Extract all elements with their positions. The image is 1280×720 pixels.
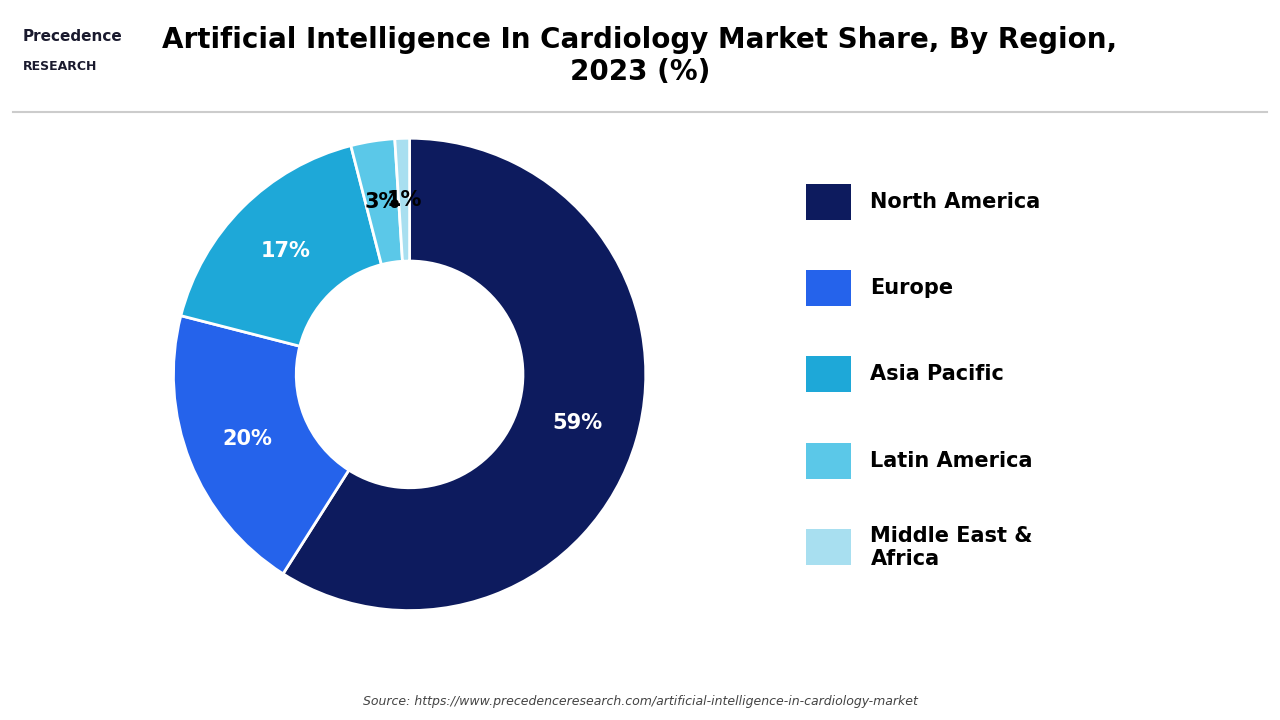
Text: 20%: 20%	[223, 428, 273, 449]
Text: 59%: 59%	[553, 413, 603, 433]
Text: Europe: Europe	[870, 278, 954, 298]
Wedge shape	[351, 139, 402, 265]
Wedge shape	[283, 138, 645, 611]
Text: 3%: 3%	[365, 192, 399, 212]
Text: 17%: 17%	[261, 240, 311, 261]
Text: Asia Pacific: Asia Pacific	[870, 364, 1005, 384]
Wedge shape	[394, 138, 410, 261]
Text: Middle East &
Africa: Middle East & Africa	[870, 526, 1033, 569]
Text: 1%: 1%	[387, 190, 422, 210]
Text: Precedence: Precedence	[23, 30, 122, 44]
Text: Artificial Intelligence In Cardiology Market Share, By Region,
2023 (%): Artificial Intelligence In Cardiology Ma…	[163, 26, 1117, 86]
Text: North America: North America	[870, 192, 1041, 212]
Text: Source: https://www.precedenceresearch.com/artificial-intelligence-in-cardiology: Source: https://www.precedenceresearch.c…	[362, 696, 918, 708]
Wedge shape	[174, 315, 349, 574]
Text: Latin America: Latin America	[870, 451, 1033, 471]
Text: RESEARCH: RESEARCH	[23, 60, 97, 73]
Wedge shape	[180, 145, 381, 346]
